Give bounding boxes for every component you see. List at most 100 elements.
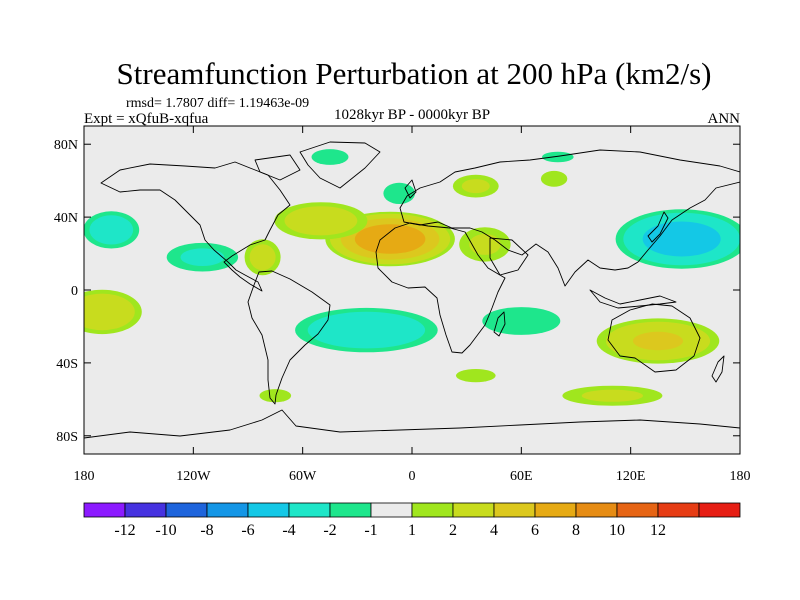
- contour-level: [456, 369, 496, 383]
- colorbar-box: [616, 502, 659, 518]
- colorbar-box: [83, 502, 126, 518]
- plot-area: 180 120W 60W 0 60E 120E 180 80N 40N 0 40S 80S: [54, 125, 751, 484]
- contour-level: [461, 179, 490, 194]
- contour-level: [180, 248, 225, 266]
- contour-level: [469, 233, 501, 255]
- colorbar-label: -2: [323, 522, 336, 539]
- colorbar: -12 -10 -8 -6 -4 -2 -1 1 2 4 6 8 10 12: [83, 502, 741, 539]
- contour-level: [284, 206, 358, 236]
- coast-eurasia: [399, 149, 740, 287]
- contour-level: [354, 224, 426, 254]
- contour-level: [307, 311, 426, 349]
- colorbar-box: [165, 502, 208, 518]
- contour-level: [542, 151, 574, 163]
- y-tick-label: 80N: [54, 138, 78, 153]
- subtitle-center: 1028kyr BP - 0000kyr BP: [334, 107, 490, 123]
- contour-level: [633, 331, 683, 351]
- colorbar-label: -1: [364, 522, 377, 539]
- coast-arabia: [489, 237, 529, 276]
- colorbar-label: -10: [155, 522, 176, 539]
- axis-ticks: 180 120W 60W 0 60E 120E 180 80N 40N 0 40S 80S: [54, 126, 751, 484]
- colorbar-box: [657, 502, 700, 518]
- coast-africa: [375, 222, 506, 354]
- y-tick-label: 0: [71, 284, 78, 299]
- contour-level: [84, 293, 135, 331]
- contour-level: [383, 182, 416, 204]
- anomaly-arabia-high: [459, 227, 511, 262]
- x-tick-label: 0: [409, 469, 416, 484]
- x-tick-label: 180: [730, 469, 751, 484]
- anomaly-south-atlantic-trough: [295, 307, 438, 353]
- coast-new-zealand: [711, 355, 725, 383]
- coast-south-america: [247, 270, 331, 405]
- colorbar-label: 12: [650, 522, 666, 539]
- stats-line: rmsd= 1.7807 diff= 1.19463e-09: [126, 96, 309, 111]
- x-tick-label: 180: [74, 469, 95, 484]
- anomaly-southern-ocean-high: [562, 385, 663, 406]
- colorbar-box: [247, 502, 290, 518]
- colorbar-box: [206, 502, 249, 518]
- colorbar-box: [329, 502, 372, 518]
- contour-level: [259, 389, 292, 403]
- coast-indonesia: [589, 289, 677, 309]
- anomaly-gulf-of-mexico-high: [244, 239, 281, 276]
- coast-uk: [404, 179, 417, 199]
- colorbar-label: -6: [241, 522, 254, 539]
- contour-level: [249, 244, 276, 271]
- anomaly-antarctic-bump: [456, 369, 496, 383]
- anomaly-western-pacific-trough: [615, 209, 740, 269]
- x-tick-label: 120E: [616, 469, 646, 484]
- x-tick-label: 60E: [510, 469, 533, 484]
- anomaly-australian-high: [596, 318, 720, 364]
- colorbar-label: -8: [200, 522, 213, 539]
- coast-madagascar: [493, 311, 506, 337]
- anomaly-arctic-trough: [542, 151, 574, 163]
- anomaly-north-atlantic-trough: [383, 182, 416, 204]
- contour-level: [311, 149, 349, 165]
- colorbar-box: [288, 502, 331, 518]
- colorbar-box: [493, 502, 536, 518]
- colorbar-box: [575, 502, 618, 518]
- chart-title: Streamfunction Perturbation at 200 hPa (…: [117, 56, 712, 91]
- coast-greenland: [299, 141, 381, 189]
- anomaly-drake-passage-bump: [259, 389, 292, 403]
- anomaly-eastern-pacific-trough: [166, 242, 239, 272]
- colorbar-label: 2: [449, 522, 457, 539]
- y-tick-label: 80S: [56, 430, 78, 445]
- coast-baffin: [254, 154, 301, 181]
- coast-north-america: [100, 161, 291, 292]
- coast-australia: [607, 303, 701, 373]
- anomaly-europe-lobe: [452, 174, 499, 198]
- colorbar-box: [534, 502, 577, 518]
- colorbar-box: [124, 502, 167, 518]
- contour-level: [89, 215, 134, 245]
- subtitle-left: Expt = xQfuB-xqfua: [84, 111, 209, 127]
- map-background: [84, 126, 740, 454]
- subtitle-right: ANN: [708, 111, 741, 127]
- contour-level: [540, 170, 568, 187]
- coastlines: [84, 141, 740, 439]
- anomaly-siberian-bump: [540, 170, 568, 187]
- contour-level: [581, 389, 644, 402]
- colorbar-box: [411, 502, 454, 518]
- y-tick-label: 40N: [54, 211, 78, 226]
- x-tick-label: 60W: [289, 469, 317, 484]
- colorbar-box: [370, 502, 413, 518]
- coast-antarctica: [84, 409, 740, 439]
- y-tick-label: 40S: [56, 357, 78, 372]
- colorbar-label: 6: [531, 522, 539, 539]
- colorbar-label: 1: [408, 522, 416, 539]
- colorbar-label: 4: [490, 522, 498, 539]
- colorbar-label: 8: [572, 522, 580, 539]
- anomaly-greenland-trough: [311, 149, 349, 165]
- colorbar-label: -4: [282, 522, 295, 539]
- anomaly-northeast-pacific-trough: [84, 211, 140, 249]
- colorbar-box: [698, 502, 741, 518]
- colorbar-label: 10: [609, 522, 625, 539]
- coast-japan: [647, 211, 669, 243]
- anomaly-south-pacific-high: [84, 289, 142, 335]
- x-tick-label: 120W: [176, 469, 211, 484]
- colorbar-label: -12: [114, 522, 135, 539]
- colorbar-box: [452, 502, 495, 518]
